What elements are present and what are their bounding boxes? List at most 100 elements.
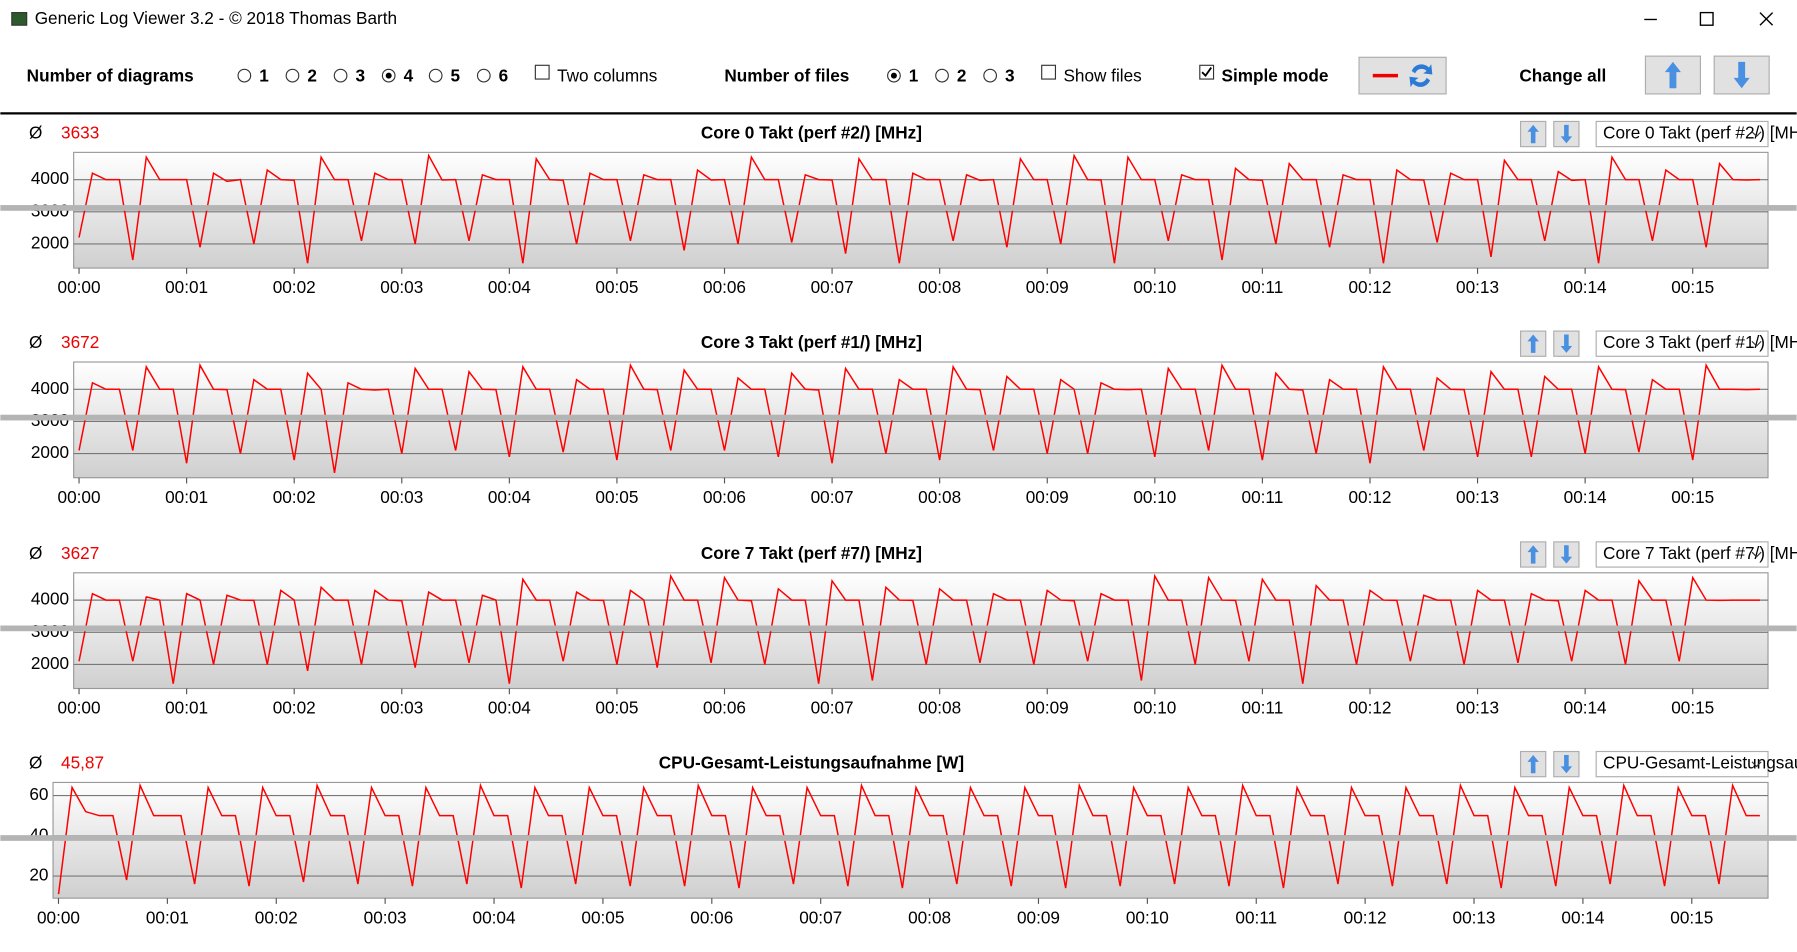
y-tick-label: 20 <box>29 865 48 885</box>
x-tick-label: 00:09 <box>1026 277 1069 297</box>
move-down-all-button[interactable] <box>1713 55 1770 95</box>
chart-title: Core 3 Takt (perf #1/) [MHz] <box>701 332 922 352</box>
x-tick-label: 00:10 <box>1126 907 1169 927</box>
x-tick-label: 00:13 <box>1456 277 1499 297</box>
radio-button[interactable] <box>935 68 949 83</box>
channel-dropdown[interactable] <box>1595 330 1769 357</box>
x-tick-label: 00:10 <box>1133 277 1176 297</box>
chart-title: Core 0 Takt (perf #2/) [MHz] <box>701 123 922 143</box>
radio-button[interactable] <box>428 68 443 83</box>
dropdown-text: Core 0 Takt (perf #2/) [MH <box>1603 123 1797 143</box>
checkbox-label: Simple mode <box>1222 65 1329 85</box>
average-value: 3627 <box>61 543 99 563</box>
checkbox-label: Two columns <box>557 65 657 85</box>
checkbox[interactable] <box>1199 64 1215 80</box>
dropdown-chevron <box>1751 761 1762 768</box>
x-tick-label: 00:14 <box>1564 277 1607 297</box>
x-tick-label: 00:15 <box>1670 907 1713 927</box>
radio-label: 1 <box>259 65 269 85</box>
down-arrow-icon <box>1560 545 1573 564</box>
x-tick-label: 00:01 <box>146 907 189 927</box>
x-tick-label: 00:15 <box>1671 698 1714 718</box>
x-tick-label: 00:06 <box>703 487 746 507</box>
up-arrow-icon <box>1527 754 1539 774</box>
average-value: 3672 <box>61 332 99 352</box>
x-tick-label: 00:08 <box>918 277 961 297</box>
channel-dropdown[interactable] <box>1595 120 1769 148</box>
x-tick-label: 00:11 <box>1235 907 1277 927</box>
radio-dot <box>385 72 392 79</box>
checkbox[interactable] <box>534 64 550 80</box>
y-tick-label: 60 <box>29 784 48 804</box>
x-tick-label: 00:04 <box>488 487 531 507</box>
x-tick-label: 00:11 <box>1242 277 1284 297</box>
radio-label: 5 <box>451 65 461 85</box>
x-tick-label: 00:02 <box>273 698 316 718</box>
color-button[interactable] <box>1358 56 1447 95</box>
checkbox[interactable] <box>1041 64 1057 80</box>
x-tick-label: 00:05 <box>595 698 638 718</box>
move-up-all-button[interactable] <box>1644 55 1701 95</box>
average-symbol: Ø <box>29 332 42 352</box>
radio-button[interactable] <box>333 68 348 83</box>
x-tick-label: 00:09 <box>1026 487 1069 507</box>
x-tick-label: 00:00 <box>58 277 101 297</box>
x-tick-label: 00:13 <box>1453 907 1496 927</box>
x-tick-label: 00:14 <box>1564 487 1607 507</box>
checkbox-tick <box>1201 67 1212 78</box>
x-tick-label: 00:00 <box>58 698 101 718</box>
radio-dot <box>890 72 897 79</box>
x-tick-label: 00:02 <box>273 487 316 507</box>
panel-separator <box>0 414 1797 421</box>
x-tick-label: 00:07 <box>811 698 854 718</box>
up-arrow-icon <box>1527 124 1539 144</box>
x-tick-label: 00:06 <box>690 907 733 927</box>
x-tick-label: 00:03 <box>380 277 423 297</box>
chart-title: CPU-Gesamt-Leistungsaufnahme [W] <box>659 753 964 773</box>
app-icon <box>11 12 28 26</box>
radio-button[interactable] <box>476 68 491 83</box>
average-value: 3633 <box>61 123 99 143</box>
chart-title: Core 7 Takt (perf #7/) [MHz] <box>701 543 922 563</box>
channel-dropdown[interactable] <box>1595 750 1769 778</box>
radio-label: 3 <box>355 65 365 85</box>
x-tick-label: 00:15 <box>1671 487 1714 507</box>
x-tick-label: 00:09 <box>1026 698 1069 718</box>
files-label: Number of files <box>724 65 849 85</box>
up-arrow-icon <box>1527 545 1539 564</box>
x-tick-label: 00:12 <box>1348 698 1391 718</box>
average-symbol: Ø <box>29 543 42 563</box>
y-tick-label: 4000 <box>31 589 69 609</box>
x-tick-label: 00:13 <box>1456 698 1499 718</box>
x-tick-label: 00:08 <box>918 487 961 507</box>
y-tick-label: 4000 <box>31 378 69 398</box>
radio-button[interactable] <box>285 68 300 83</box>
radio-label: 6 <box>499 65 509 85</box>
x-tick-label: 00:12 <box>1344 907 1387 927</box>
x-tick-label: 00:07 <box>811 487 854 507</box>
data-line <box>78 573 1760 684</box>
average-value: 45,87 <box>61 753 104 773</box>
radio-label: 2 <box>307 65 317 85</box>
channel-dropdown[interactable] <box>1595 541 1769 568</box>
average-symbol: Ø <box>29 753 42 773</box>
x-tick-label: 00:10 <box>1133 698 1176 718</box>
x-tick-label: 00:05 <box>595 277 638 297</box>
y-tick-label: 2000 <box>31 442 69 462</box>
x-tick-label: 00:06 <box>703 698 746 718</box>
x-tick-label: 00:03 <box>380 487 423 507</box>
dropdown-text: CPU-Gesamt-Leistungsau <box>1603 753 1797 773</box>
x-tick-label: 00:09 <box>1017 907 1060 927</box>
x-tick-label: 00:03 <box>364 907 407 927</box>
x-tick-label: 00:05 <box>595 487 638 507</box>
dropdown-text: Core 3 Takt (perf #1/) [MH <box>1603 332 1797 352</box>
radio-button[interactable] <box>237 68 252 83</box>
radio-label: 2 <box>957 65 967 85</box>
x-tick-label: 00:02 <box>255 907 298 927</box>
window-controls[interactable] <box>1644 11 1774 26</box>
radio-button[interactable] <box>983 68 998 83</box>
change-all-label: Change all <box>1519 65 1606 85</box>
y-tick-label: 4000 <box>31 168 69 188</box>
x-tick-label: 00:12 <box>1348 487 1391 507</box>
